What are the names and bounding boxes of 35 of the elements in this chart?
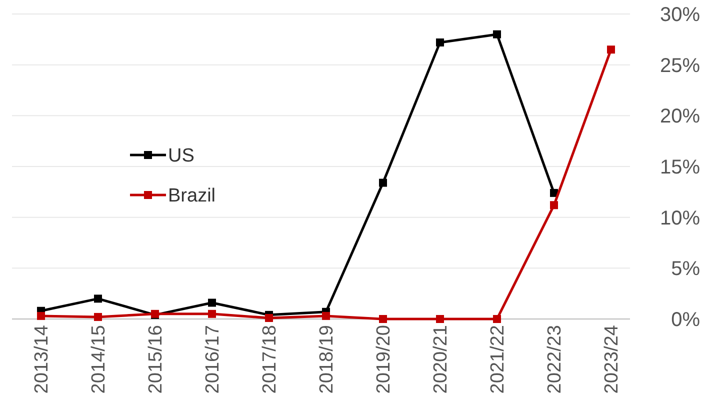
point: [379, 178, 387, 187]
point: [265, 314, 273, 322]
x-tick-label: 2016/17: [202, 325, 224, 394]
y-tick-label: 0%: [671, 309, 700, 331]
point: [493, 315, 501, 323]
y-tick-label: 30%: [660, 4, 700, 26]
point: [550, 201, 558, 210]
point: [208, 310, 216, 318]
x-tick-label: 2014/15: [88, 325, 110, 394]
point: [94, 294, 102, 303]
y-tick-label: 20%: [660, 106, 700, 128]
point: [436, 38, 444, 46]
y-tick-label: 10%: [660, 207, 700, 230]
x-tick-label: 2021/22: [488, 325, 509, 394]
x-tick-label: 2015/16: [146, 325, 167, 394]
point: [493, 30, 501, 38]
y-tick-label: 25%: [660, 54, 700, 77]
point: [94, 312, 102, 321]
x-tick-label: 2017/18: [260, 325, 281, 394]
point: [37, 312, 45, 320]
x-tick-label: 2023/24: [602, 324, 623, 394]
legend-label: Brazil: [168, 186, 216, 207]
point: [208, 298, 216, 307]
x-tick-label: 2020/21: [430, 325, 452, 394]
x-tick-label: 2019/20: [374, 325, 395, 394]
legend-label: US: [168, 146, 194, 167]
y-tick-label: 5%: [671, 258, 700, 280]
y-tick-label: 15%: [660, 156, 700, 178]
x-tick-label: 2013/14: [32, 324, 53, 394]
point: [322, 312, 330, 320]
x-tick-label: 2022/23: [544, 325, 566, 394]
x-tick-label: 2018/19: [316, 325, 338, 394]
point: [379, 315, 387, 323]
point: [607, 46, 615, 54]
point: [436, 315, 444, 323]
